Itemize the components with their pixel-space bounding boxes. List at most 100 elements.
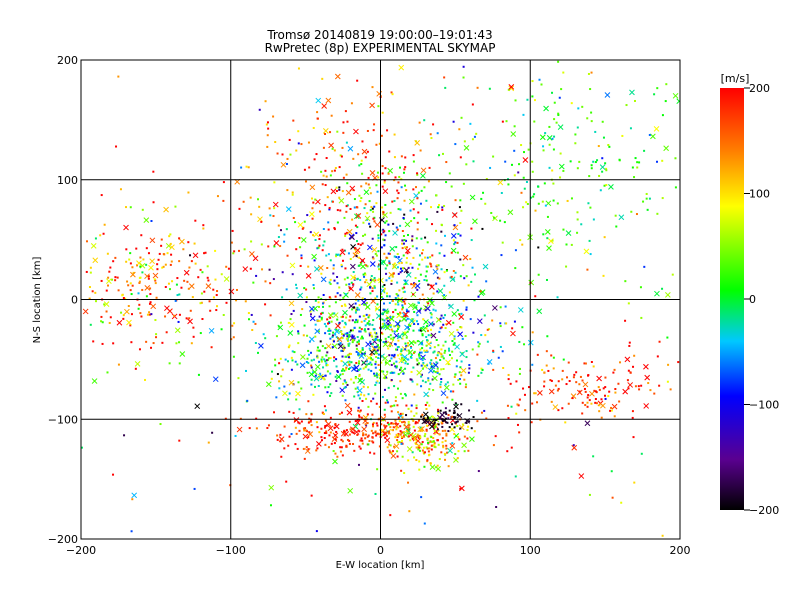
scatter-point	[476, 353, 479, 356]
scatter-point	[531, 170, 534, 173]
scatter-point	[341, 368, 344, 371]
scatter-point	[129, 289, 132, 292]
scatter-point	[551, 137, 554, 140]
scatter-point	[430, 359, 433, 362]
scatter-point	[375, 422, 378, 425]
scatter-point	[443, 76, 446, 79]
scatter-point-x	[410, 432, 417, 439]
scatter-point	[618, 400, 621, 403]
scatter-point	[127, 284, 130, 287]
scatter-point	[558, 96, 561, 99]
scatter-point	[246, 399, 249, 402]
scatter-point	[346, 204, 349, 207]
scatter-point-x	[374, 221, 381, 228]
scatter-point-x	[367, 244, 373, 251]
scatter-point	[297, 67, 300, 70]
scatter-point	[598, 174, 601, 177]
scatter-point-x	[584, 420, 591, 427]
scatter-point	[417, 211, 420, 214]
scatter-point-x	[361, 426, 367, 433]
scatter-point	[413, 322, 416, 325]
scatter-point-x	[353, 128, 359, 135]
scatter-point	[356, 336, 359, 339]
scatter-point	[438, 252, 441, 255]
scatter-point	[559, 176, 562, 179]
scatter-point	[367, 183, 370, 186]
scatter-point	[413, 282, 416, 285]
scatter-point	[484, 202, 487, 205]
scatter-point	[441, 206, 444, 209]
scatter-point	[356, 370, 359, 373]
scatter-point	[250, 313, 253, 316]
scatter-point	[369, 192, 372, 195]
scatter-point	[531, 95, 534, 98]
scatter-point	[318, 319, 321, 322]
scatter-point	[602, 136, 605, 139]
scatter-point	[315, 449, 318, 452]
scatter-point	[574, 133, 577, 136]
grid-lines	[81, 60, 680, 539]
scatter-point	[362, 367, 365, 370]
scatter-point	[349, 329, 352, 332]
scatter-point	[369, 331, 372, 334]
scatter-point	[325, 362, 328, 365]
scatter-point	[547, 369, 550, 372]
scatter-point	[131, 284, 134, 287]
scatter-point	[211, 431, 214, 434]
scatter-point-x	[350, 263, 356, 270]
scatter-point	[391, 200, 394, 203]
scatter-point	[480, 197, 483, 200]
scatter-point	[581, 401, 584, 404]
scatter-point	[601, 170, 604, 173]
scatter-point	[435, 194, 438, 197]
scatter-point	[358, 264, 361, 267]
scatter-point	[329, 259, 332, 262]
scatter-point	[459, 382, 462, 385]
scatter-point	[389, 405, 392, 408]
scatter-point	[465, 421, 468, 424]
scatter-point	[430, 448, 433, 451]
scatter-point-x	[369, 261, 376, 267]
scatter-point	[414, 442, 417, 445]
scatter-point	[584, 390, 587, 393]
scatter-point	[562, 71, 565, 74]
scatter-point	[333, 169, 336, 172]
scatter-point	[389, 371, 392, 374]
scatter-point	[525, 180, 528, 183]
scatter-point	[413, 303, 416, 306]
scatter-point	[392, 266, 395, 269]
scatter-point	[437, 423, 440, 426]
scatter-point	[401, 333, 404, 336]
scatter-point	[394, 422, 397, 425]
scatter-point	[325, 254, 328, 257]
scatter-point	[291, 193, 294, 196]
scatter-point	[369, 286, 372, 289]
plot-frame	[80, 59, 681, 540]
scatter-point	[590, 120, 593, 123]
scatter-point-x	[366, 281, 373, 288]
scatter-point	[387, 386, 390, 389]
scatter-point	[349, 258, 352, 261]
scatter-point	[303, 324, 306, 327]
scatter-point-x	[604, 92, 611, 98]
scatter-point	[432, 123, 435, 126]
scatter-point-x	[314, 328, 321, 335]
scatter-point	[422, 357, 425, 360]
scatter-point	[569, 160, 572, 163]
scatter-point	[397, 435, 400, 438]
scatter-point	[138, 281, 141, 284]
scatter-point	[372, 129, 375, 132]
scatter-point	[510, 405, 513, 408]
scatter-point	[445, 181, 448, 184]
scatter-point	[286, 157, 289, 160]
scatter-point	[247, 312, 250, 315]
scatter-point	[107, 284, 110, 287]
scatter-point-x	[342, 360, 349, 367]
scatter-point-x	[358, 353, 365, 359]
scatter-point	[597, 145, 600, 148]
scatter-point	[385, 340, 388, 343]
scatter-point-x	[349, 234, 355, 241]
scatter-point	[440, 355, 443, 358]
scatter-point	[458, 371, 461, 374]
scatter-point	[602, 387, 605, 390]
